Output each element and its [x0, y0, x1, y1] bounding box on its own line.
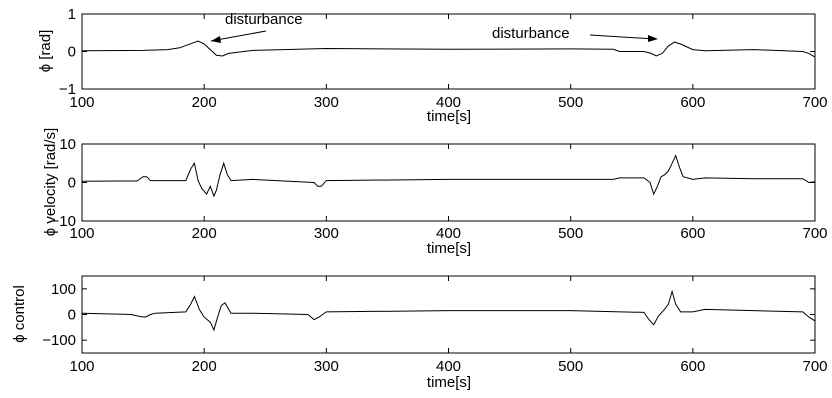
x-tick-label: 200	[192, 94, 217, 111]
x-axis-label-phi: time[s]	[427, 108, 471, 125]
x-tick-label: 600	[680, 225, 705, 242]
series-line-phi	[81, 40, 816, 58]
axis-ticks-phi: 100 200 300 400 500 600 700 −1 0 1	[59, 6, 828, 111]
y-axis-label-control: ϕ control	[11, 285, 28, 343]
x-tick-label: 400	[436, 94, 461, 111]
x-tick-label: 500	[558, 358, 583, 375]
x-tick-label: 300	[314, 225, 339, 242]
annotation-disturbance-1: disturbance	[225, 11, 303, 28]
y-tick-label: 1	[68, 6, 76, 23]
x-tick-label: 400	[436, 358, 461, 375]
series-line-control	[81, 289, 816, 332]
axes-frame-control	[81, 275, 816, 354]
y-axis-label-phi: ϕ [rad]	[37, 30, 54, 73]
x-tick-label: 100	[69, 358, 94, 375]
y-tick-label: 0	[68, 175, 76, 192]
y-axis-label-velocity: ϕ velocity [rad/s]	[42, 128, 59, 236]
series-line-velocity	[81, 154, 816, 198]
x-tick-label: 700	[802, 225, 827, 242]
x-tick-label: 100	[69, 94, 94, 111]
y-tick-label: 10	[59, 136, 76, 153]
x-axis-label-velocity: time[s]	[427, 240, 471, 257]
axes-frame-velocity	[81, 143, 816, 222]
x-tick-label: 700	[802, 358, 827, 375]
panel-phi-control: 100 200 300 400 500 600 700 −100 0 100 time[s] ϕ …	[11, 275, 828, 391]
x-tick-label: 600	[680, 94, 705, 111]
x-tick-label: 200	[192, 225, 217, 242]
x-tick-label: 300	[314, 358, 339, 375]
y-tick-label: −10	[51, 213, 76, 230]
x-tick-label: 300	[314, 94, 339, 111]
x-axis-label-control: time[s]	[427, 374, 471, 391]
x-tick-label: 400	[436, 225, 461, 242]
annotation-arrowhead-2	[648, 35, 658, 42]
x-tick-label: 200	[192, 358, 217, 375]
x-tick-label: 500	[558, 225, 583, 242]
x-tick-label: 700	[802, 94, 827, 111]
axis-ticks-velocity: 100 200 300 400 500 600 700 −10 0 10	[51, 136, 828, 242]
axes-frame-phi	[81, 13, 816, 90]
x-tick-label: 600	[680, 358, 705, 375]
y-tick-label: −100	[42, 332, 76, 349]
axis-ticks-control: 100 200 300 400 500 600 700 −100 0 100	[42, 276, 828, 375]
y-tick-label: 100	[51, 281, 76, 298]
y-tick-label: −1	[59, 81, 76, 98]
y-tick-label: 0	[68, 307, 76, 324]
y-tick-label: 0	[68, 44, 76, 61]
x-tick-label: 500	[558, 94, 583, 111]
panel-phi-velocity: 100 200 300 400 500 600 700 −10 0 10 time[s] ϕ ve…	[42, 128, 828, 257]
annotation-arrowhead-1	[211, 36, 221, 43]
annotation-arrow-2	[589, 34, 656, 40]
annotation-disturbance-2: disturbance	[492, 25, 570, 42]
x-tick-label: 100	[69, 225, 94, 242]
panel-phi: 100 200 300 400 500 600 700 −1 0 1 time[s] ϕ [rad…	[37, 6, 828, 125]
